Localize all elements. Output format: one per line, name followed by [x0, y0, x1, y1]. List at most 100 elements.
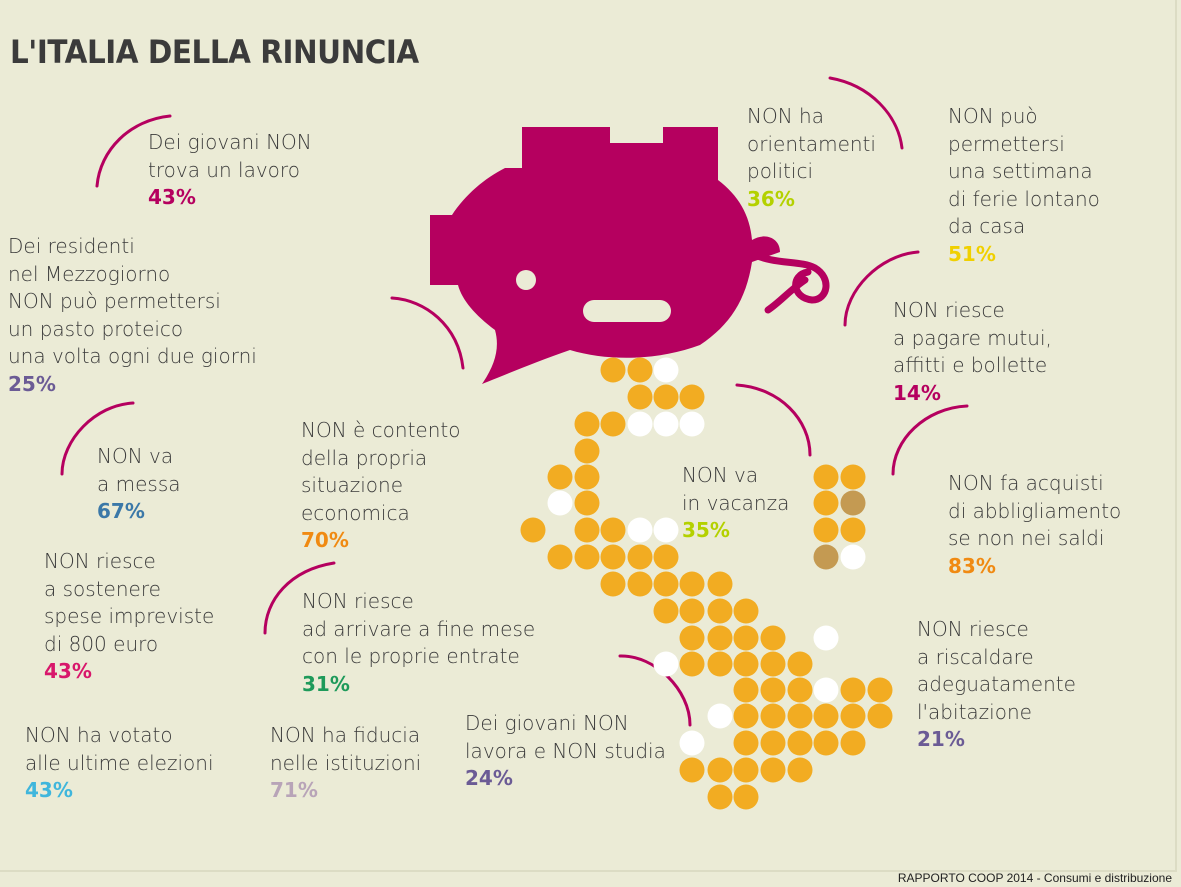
stat-not-content-economic: NON è contento della propria situazione …	[301, 417, 461, 554]
coin	[760, 677, 786, 703]
coin	[679, 598, 705, 624]
coin-white	[653, 411, 679, 437]
coin	[627, 357, 653, 383]
coin	[653, 384, 679, 410]
stat-neet: Dei giovani NON lavora e NON studia 24%	[465, 710, 666, 792]
coin	[760, 625, 786, 651]
stat-no-holiday-week: NON può permettersi una settimana di fer…	[948, 103, 1100, 268]
coin	[760, 730, 786, 756]
coin	[653, 571, 679, 597]
coin	[813, 517, 839, 543]
stat-value: 43%	[25, 778, 73, 802]
stat-label: Dei residenti nel Mezzogiorno NON può pe…	[8, 234, 257, 368]
coin-white	[653, 357, 679, 383]
coin-white	[840, 544, 866, 570]
coin-white	[679, 411, 705, 437]
coin	[679, 571, 705, 597]
coin	[813, 464, 839, 490]
stat-value: 43%	[44, 659, 92, 683]
coin	[574, 464, 600, 490]
stat-value: 24%	[465, 766, 513, 790]
stat-label: NON riesce a sostenere spese impreviste …	[44, 549, 215, 656]
stat-value: 71%	[270, 778, 318, 802]
coin-white	[653, 517, 679, 543]
stat-value: 67%	[97, 499, 145, 523]
coin	[547, 464, 573, 490]
coin	[574, 544, 600, 570]
coin-white	[547, 490, 573, 516]
coin-white	[679, 730, 705, 756]
coin	[733, 757, 759, 783]
stat-no-mass: NON va a messa 67%	[97, 443, 181, 525]
coin-white	[813, 677, 839, 703]
coin-white	[653, 651, 679, 677]
coin	[600, 517, 626, 543]
stat-month-end: NON riesce ad arrivare a fine mese con l…	[302, 588, 535, 698]
coin	[787, 757, 813, 783]
coin-white	[813, 625, 839, 651]
stat-label: NON riesce a riscaldare adeguatamente l'…	[917, 617, 1076, 724]
stat-value: 83%	[948, 553, 996, 578]
coin	[760, 757, 786, 783]
stat-value: 51%	[948, 241, 996, 266]
stat-south-no-protein-meal: Dei residenti nel Mezzogiorno NON può pe…	[8, 233, 257, 398]
stat-no-mortgage-bills: NON riesce a pagare mutui, affitti e bol…	[893, 297, 1052, 407]
stat-label: NON riesce ad arrivare a fine mese con l…	[302, 589, 536, 668]
coin	[840, 517, 866, 543]
coin	[787, 677, 813, 703]
stat-label: NON va in vacanza	[682, 463, 790, 515]
stat-did-not-vote: NON ha votato alle ultime elezioni 43%	[25, 722, 214, 804]
stat-value: 25%	[8, 371, 56, 396]
stat-label: NON va a messa	[97, 444, 181, 496]
coin	[733, 730, 759, 756]
coin	[627, 384, 653, 410]
coin	[840, 730, 866, 756]
stat-no-trust-institutions: NON ha fiducia nelle istituzioni 71%	[270, 722, 421, 804]
stat-label: NON fa acquisti di abbligliamento se non…	[948, 471, 1122, 550]
coin	[707, 625, 733, 651]
coin	[679, 651, 705, 677]
source-credit: RAPPORTO COOP 2014 - Consumi e distribuz…	[897, 871, 1172, 885]
coin	[707, 598, 733, 624]
coin	[679, 384, 705, 410]
coin-white	[707, 703, 733, 729]
coin	[840, 677, 866, 703]
stat-value: 35%	[682, 518, 730, 542]
coin	[707, 571, 733, 597]
coin	[840, 464, 866, 490]
coin	[813, 703, 839, 729]
coin	[733, 625, 759, 651]
stat-value: 14%	[893, 380, 941, 405]
stat-value: 36%	[747, 186, 795, 211]
coin	[547, 544, 573, 570]
stat-sales-only-clothing: NON fa acquisti di abbligliamento se non…	[948, 470, 1121, 580]
coin	[760, 703, 786, 729]
coin	[867, 703, 893, 729]
stat-no-vacation: NON va in vacanza 35%	[682, 462, 789, 544]
coin-white	[627, 411, 653, 437]
coin	[813, 730, 839, 756]
coin	[707, 784, 733, 810]
coin	[733, 703, 759, 729]
coin	[867, 677, 893, 703]
coin	[733, 677, 759, 703]
stat-label: NON ha votato alle ultime elezioni	[25, 723, 214, 775]
coin	[653, 598, 679, 624]
coin	[787, 651, 813, 677]
coin	[787, 730, 813, 756]
coin-brown	[840, 490, 866, 516]
coin	[627, 544, 653, 570]
stat-value: 70%	[301, 528, 349, 552]
page-border	[0, 0, 1177, 872]
coin-brown	[813, 544, 839, 570]
stat-no-political-orientation: NON ha orientamenti politici 36%	[747, 103, 876, 213]
coin	[733, 651, 759, 677]
coin	[600, 411, 626, 437]
stat-no-unexpected-expenses: NON riesce a sostenere spese impreviste …	[44, 548, 214, 685]
stat-label: NON è contento della propria situazione …	[301, 418, 461, 525]
stat-value: 31%	[302, 671, 350, 696]
stat-label: Dei giovani NON lavora e NON studia	[465, 711, 666, 763]
coin	[707, 651, 733, 677]
page-title: L'ITALIA DELLA RINUNCIA	[10, 33, 419, 71]
